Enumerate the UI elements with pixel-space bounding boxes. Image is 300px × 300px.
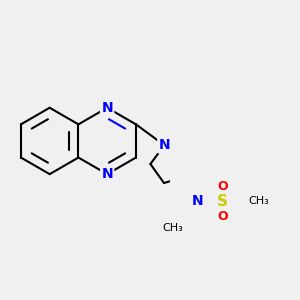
Text: N: N bbox=[158, 138, 170, 152]
Text: N: N bbox=[191, 194, 203, 208]
Text: N: N bbox=[101, 101, 113, 115]
Text: O: O bbox=[217, 210, 228, 223]
Text: CH₃: CH₃ bbox=[248, 196, 269, 206]
Text: S: S bbox=[217, 194, 228, 209]
Text: O: O bbox=[217, 180, 228, 193]
Text: N: N bbox=[101, 167, 113, 181]
Text: CH₃: CH₃ bbox=[163, 223, 183, 233]
